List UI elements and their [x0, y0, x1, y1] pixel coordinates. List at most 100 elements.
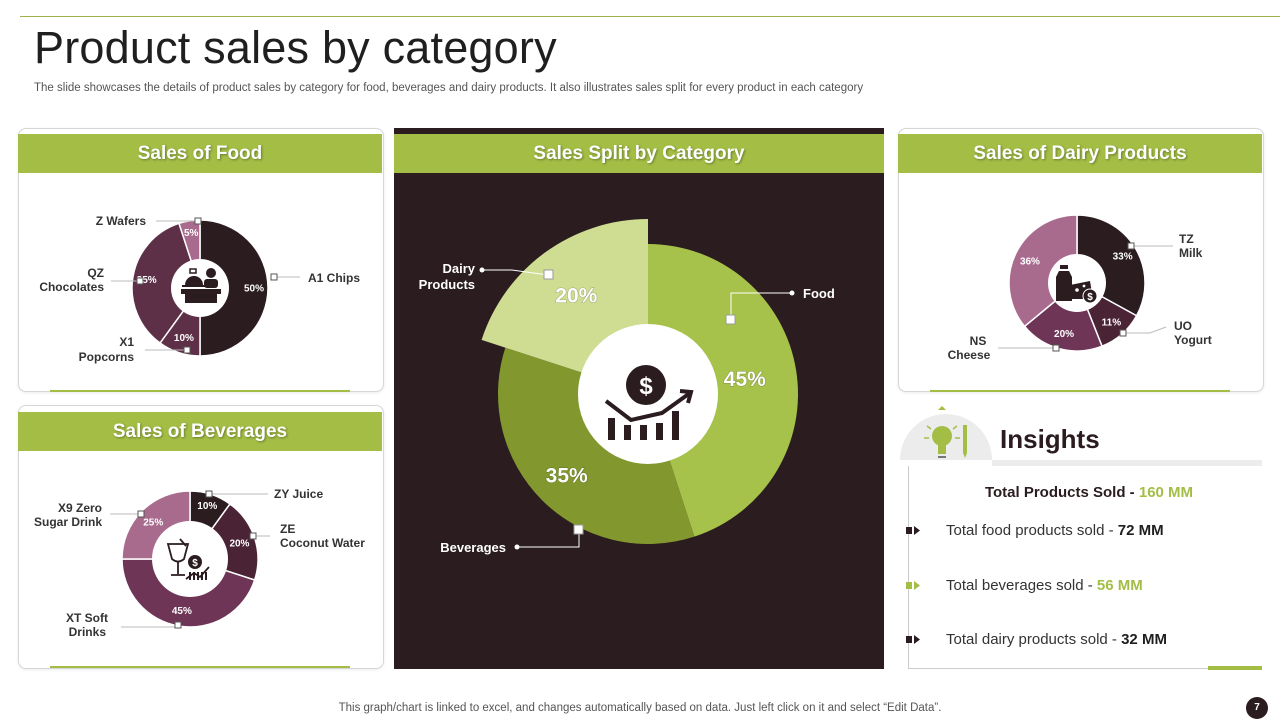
beverages-markers: [137, 490, 257, 629]
dairy-markers: [1052, 242, 1135, 352]
food-card-title: Sales of Food: [18, 134, 382, 173]
food-chart-hub: [171, 259, 229, 317]
food-value-qz-chocolates: 35%: [137, 275, 157, 286]
bev-value-zy-juice: 10%: [197, 501, 217, 512]
insight-food-value: 72 MM: [1117, 522, 1164, 539]
insights-accent: [1208, 666, 1262, 670]
dairy-value-uo-yogurt: 11%: [1102, 318, 1122, 329]
footer-note: This graph/chart is linked to excel, and…: [338, 702, 942, 714]
food-label-qz-line1: QZ: [87, 266, 104, 280]
beverages-card-title: Sales of Beverages: [18, 412, 382, 451]
food-label-x1-line2: Popcorns: [79, 350, 135, 364]
food-markers: [136, 217, 278, 354]
split-slice-dairy-products: [481, 219, 648, 376]
insights-title: Insights: [1000, 424, 1100, 454]
bar-icon: [189, 572, 207, 580]
bev-label-zy-juice: ZY Juice: [274, 487, 323, 501]
svg-text:$: $: [1087, 292, 1093, 303]
split-slice-beverages: [498, 347, 695, 544]
dairy-label-uo-line1: UO: [1174, 319, 1192, 333]
insight-row-food: Total food products sold - 72 MM: [946, 522, 1164, 539]
insights-total: Total Products Sold - 160 MM: [908, 484, 1270, 501]
lightbulb-icon: [924, 406, 960, 458]
split-value-beverages: 35%: [546, 465, 588, 488]
split-chart: $ 45% 35% 20% Dairy Products Food Beverage…: [419, 219, 835, 555]
food-card-underline: [50, 390, 350, 392]
dairy-label-tz-line2: Milk: [1179, 246, 1203, 260]
insight-beverages-value: 56 MM: [1096, 577, 1143, 594]
page-subtitle: The slide showcases the details of produ…: [34, 82, 864, 94]
split-dot-beverages: [514, 544, 520, 550]
food-label-a1-chips: A1 Chips: [308, 271, 360, 285]
split-leaders: [482, 269, 792, 548]
split-slice-food: [648, 244, 798, 537]
revenue-growth-icon: $: [604, 365, 694, 440]
beverages-chart: $ 10% 20% 45% 25% ZY Juice ZE Coconut Water…: [34, 487, 365, 639]
dollar-coin-icon: [188, 555, 202, 569]
split-label-dairy-line1: Dairy: [442, 261, 475, 276]
food-value-z-wafers: 5%: [184, 228, 199, 239]
bev-label-x9-line1: X9 Zero: [58, 501, 102, 515]
insights-header-graphic: [900, 406, 1262, 466]
insights-bottom-rule: [908, 668, 1262, 669]
split-value-dairy-products: 20%: [555, 285, 597, 308]
insight-bullet-beverages: [906, 581, 920, 590]
split-dot-dairy: [479, 267, 485, 273]
food-label-z-wafers: Z Wafers: [96, 214, 147, 228]
dairy-label-uo-line2: Yogurt: [1174, 333, 1212, 347]
dairy-value-z-other: 36%: [1020, 256, 1040, 267]
bev-label-xt-line2: Drinks: [69, 625, 107, 639]
insights-total-value: 160 MM: [1138, 484, 1194, 501]
food-value-a1-chips: 50%: [244, 284, 264, 295]
beverages-leaders: [110, 493, 270, 628]
food-label-qz-line2: Chocolates: [39, 280, 104, 294]
insight-bullet-dairy: [906, 635, 920, 644]
dairy-chart: $ 33% 11% 20% 36% TZ Milk UO Yogurt NS Chee…: [948, 214, 1212, 362]
insight-dairy-label: Total dairy products sold -: [946, 631, 1117, 648]
bev-value-ze-coconut-water: 20%: [229, 538, 249, 549]
food-leaders: [111, 220, 300, 351]
insights-header-bar: [992, 460, 1262, 466]
split-value-food: 45%: [724, 368, 766, 391]
insight-beverages-label: Total beverages sold -: [946, 577, 1093, 594]
bev-label-x9-line2: Sugar Drink: [34, 515, 102, 529]
food-chart: 50% 10% 35% 5% Z Wafers A1 Chips QZ Chocola…: [39, 214, 360, 364]
insight-row-beverages: Total beverages sold - 56 MM: [946, 577, 1143, 594]
dairy-card-title: Sales of Dairy Products: [898, 134, 1262, 173]
bev-value-xt-soft-drinks: 45%: [172, 606, 192, 617]
split-label-food: Food: [803, 286, 835, 301]
bev-label-xt-line1: XT Soft: [66, 611, 108, 625]
page-number: 7: [1246, 697, 1268, 719]
dollar-sign: $: [192, 558, 198, 569]
dairy-card-underline: [930, 390, 1230, 392]
svg-text:$: $: [639, 373, 653, 400]
split-label-beverages: Beverages: [440, 540, 506, 555]
dairy-label-ns-line1: NS: [970, 334, 987, 348]
dairy-value-tz-milk: 33%: [1113, 252, 1133, 263]
insight-food-label: Total food products sold -: [946, 522, 1114, 539]
beverages-card-underline: [50, 666, 350, 668]
dairy-leaders: [998, 245, 1173, 349]
food-label-x1-line1: X1: [119, 335, 134, 349]
bev-label-ze-line1: ZE: [280, 522, 295, 536]
split-label-dairy-line2: Products: [419, 277, 475, 292]
insight-row-dairy: Total dairy products sold - 32 MM: [946, 631, 1167, 648]
split-card-title: Sales Split by Category: [394, 134, 884, 173]
bev-label-ze-line2: Coconut Water: [280, 536, 365, 550]
milk-cheese-icon: $: [1056, 265, 1098, 304]
bev-value-x9-zero-sugar-drink: 25%: [143, 518, 163, 529]
pencil-icon: [963, 425, 967, 458]
dairy-value-ns-cheese: 20%: [1054, 329, 1074, 340]
insights-left-rule: [908, 466, 909, 668]
dairy-label-tz-line1: TZ: [1179, 232, 1194, 246]
insight-dairy-value: 32 MM: [1121, 631, 1167, 648]
food-vendor-icon: [181, 268, 221, 303]
split-dot-food: [789, 290, 795, 296]
split-markers: [543, 269, 736, 535]
insights-total-label: Total Products Sold -: [984, 484, 1135, 501]
insight-bullet-food: [906, 526, 920, 535]
food-value-x1-popcorns: 10%: [174, 333, 194, 344]
dairy-label-ns-line2: Cheese: [948, 348, 991, 362]
page-title: Product sales by category: [34, 22, 557, 73]
top-rule: [20, 16, 1280, 17]
